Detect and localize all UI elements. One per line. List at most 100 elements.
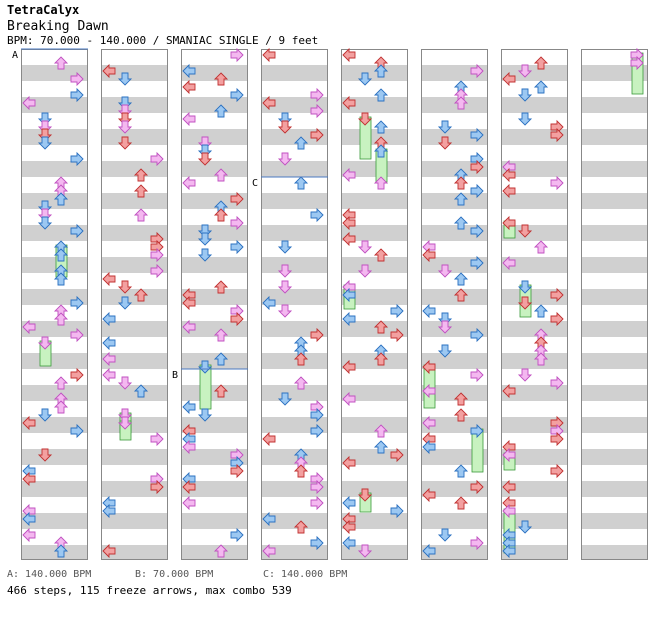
step-arrow-left: [102, 367, 116, 383]
step-arrow-left: [502, 183, 516, 199]
step-arrow-left: [502, 215, 516, 231]
step-arrow-down: [277, 120, 293, 134]
step-arrow-down: [277, 304, 293, 318]
step-arrow-up: [213, 208, 229, 222]
step-arrow-right: [550, 463, 564, 479]
step-arrow-down: [197, 408, 213, 422]
step-arrow-right: [550, 431, 564, 447]
step-arrow-left: [342, 455, 356, 471]
step-arrow-up: [453, 288, 469, 302]
step-arrow-up: [373, 320, 389, 334]
step-arrow-down: [117, 120, 133, 134]
step-arrow-down: [357, 240, 373, 254]
step-arrow-up: [533, 352, 549, 366]
step-arrow-right: [550, 287, 564, 303]
step-arrow-up: [533, 304, 549, 318]
step-arrow-left: [182, 399, 196, 415]
step-arrow-left: [422, 415, 436, 431]
step-arrow-down: [357, 544, 373, 558]
step-arrow-left: [422, 439, 436, 455]
step-arrow-right: [310, 207, 324, 223]
step-arrow-down: [517, 112, 533, 126]
step-arrow-down: [277, 240, 293, 254]
step-arrow-up: [213, 104, 229, 118]
step-arrow-up: [133, 288, 149, 302]
chart-column: [581, 49, 648, 560]
step-arrow-left: [342, 495, 356, 511]
step-arrow-up: [293, 376, 309, 390]
step-arrow-right: [230, 311, 244, 327]
step-arrow-left: [102, 271, 116, 287]
step-arrow-down: [517, 88, 533, 102]
bpm-marker-label: C: [252, 178, 258, 189]
step-arrow-up: [293, 176, 309, 190]
step-arrow-up: [293, 352, 309, 366]
step-arrow-left: [502, 479, 516, 495]
step-arrow-right: [70, 151, 84, 167]
step-arrow-left: [502, 447, 516, 463]
step-arrow-right: [310, 495, 324, 511]
step-arrow-right: [70, 327, 84, 343]
step-arrow-left: [502, 543, 516, 559]
step-arrow-left: [422, 247, 436, 263]
step-arrow-left: [422, 543, 436, 559]
step-arrow-right: [230, 463, 244, 479]
step-arrow-right: [470, 223, 484, 239]
step-arrow-right: [390, 503, 404, 519]
step-arrow-down: [277, 392, 293, 406]
step-arrow-down: [37, 216, 53, 230]
step-arrow-left: [262, 511, 276, 527]
bpm-summary: BPM: 70.000 - 140.000 / SMANIAC SINGLE /…: [7, 34, 319, 47]
step-arrow-up: [373, 248, 389, 262]
step-arrow-left: [102, 335, 116, 351]
step-arrow-down: [517, 368, 533, 382]
step-arrow-up: [453, 192, 469, 206]
step-arrow-right: [470, 255, 484, 271]
step-arrow-left: [262, 543, 276, 559]
step-arrow-left: [262, 295, 276, 311]
step-arrow-up: [533, 56, 549, 70]
step-arrow-right: [150, 431, 164, 447]
step-arrow-down: [437, 344, 453, 358]
step-arrow-up: [373, 64, 389, 78]
step-arrow-left: [502, 167, 516, 183]
step-arrow-left: [182, 79, 196, 95]
step-arrow-up: [53, 544, 69, 558]
step-arrow-right: [470, 327, 484, 343]
step-arrow-up: [133, 208, 149, 222]
step-arrow-left: [182, 495, 196, 511]
step-arrow-down: [197, 248, 213, 262]
step-arrow-right: [550, 311, 564, 327]
step-arrow-left: [422, 359, 436, 375]
bpm-marker-label: B: [172, 370, 178, 381]
step-arrow-up: [533, 80, 549, 94]
step-arrow-left: [182, 479, 196, 495]
step-arrow-left: [502, 383, 516, 399]
step-arrow-left: [102, 351, 116, 367]
step-arrow-left: [342, 167, 356, 183]
step-arrow-down: [357, 112, 373, 126]
step-arrow-up: [373, 424, 389, 438]
step-arrow-left: [342, 359, 356, 375]
step-arrow-down: [277, 280, 293, 294]
step-arrow-up: [213, 384, 229, 398]
step-arrow-up: [213, 72, 229, 86]
step-arrow-down: [197, 360, 213, 374]
chart-stats: 466 steps, 115 freeze arrows, max combo …: [7, 584, 292, 597]
step-arrow-left: [342, 535, 356, 551]
artist-name: TetraCalyx: [7, 3, 80, 17]
step-arrow-right: [70, 71, 84, 87]
step-arrow-down: [517, 224, 533, 238]
step-arrow-down: [437, 528, 453, 542]
step-arrow-right: [470, 423, 484, 439]
step-arrow-down: [517, 296, 533, 310]
step-arrow-right: [150, 151, 164, 167]
step-arrow-right: [470, 535, 484, 551]
step-arrow-right: [70, 295, 84, 311]
step-arrow-down: [117, 296, 133, 310]
step-arrow-right: [470, 127, 484, 143]
step-arrow-left: [342, 391, 356, 407]
step-arrow-up: [453, 216, 469, 230]
step-arrow-left: [182, 175, 196, 191]
